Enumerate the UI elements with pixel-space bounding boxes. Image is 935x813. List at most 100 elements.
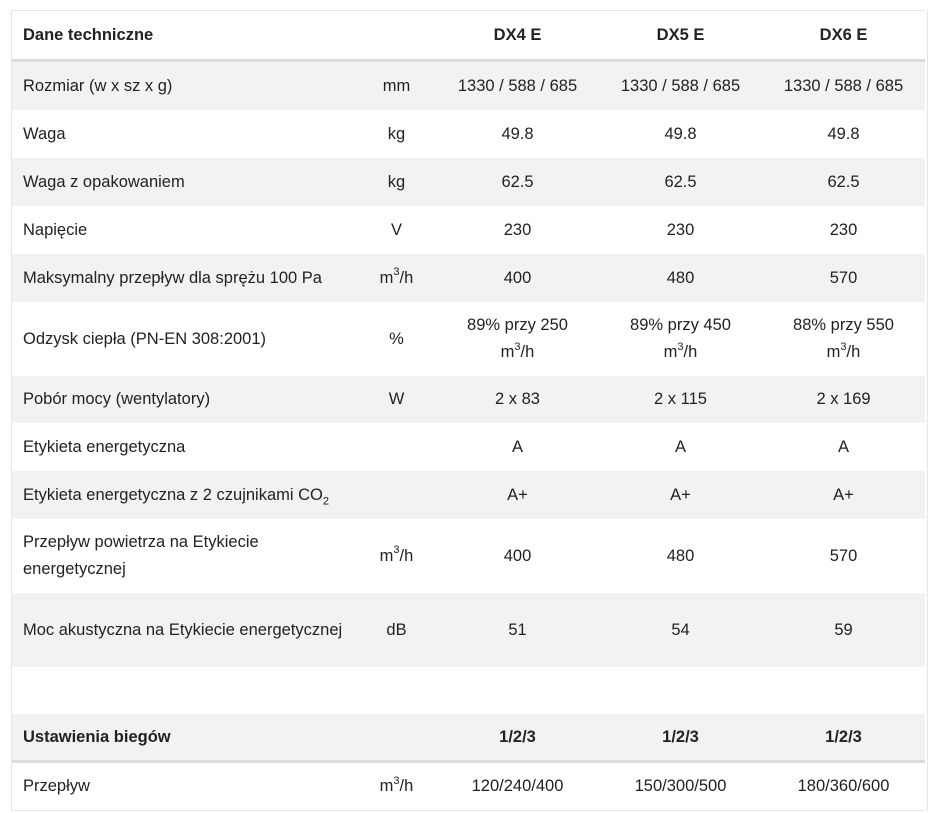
value-dx4e: 62.5 xyxy=(436,158,599,206)
table-header-row: Dane techniczne DX4 E DX5 E DX6 E xyxy=(12,10,925,62)
value-unit-rest: /h xyxy=(846,343,861,361)
model-header-dx4e: DX4 E xyxy=(436,10,599,62)
value-unit-superscript: 3 xyxy=(677,340,684,353)
table-row: Etykieta energetyczna A A A xyxy=(12,423,925,471)
table-row: Napięcie V 230 230 230 xyxy=(12,206,925,254)
unit-superscript: 3 xyxy=(393,774,400,787)
row-unit: kg xyxy=(387,124,406,143)
value-dx4e: 120/240/400 xyxy=(436,761,599,811)
row-label: Maksymalny przepływ dla sprężu 100 Pa xyxy=(12,254,357,302)
value-dx6e: 49.8 xyxy=(827,124,860,143)
value-unit-base: m xyxy=(663,343,678,361)
value-unit-superscript: 3 xyxy=(840,340,847,353)
row-unit: % xyxy=(389,329,404,348)
value-dx6e: 230 xyxy=(829,220,858,239)
row-label-subscript: 2 xyxy=(322,494,330,507)
value-dx4e: 89% przy 250 m3/h xyxy=(436,302,599,376)
row-unit: V xyxy=(390,220,402,239)
table-row: Przepływ powietrza na Etykiecie energety… xyxy=(12,519,925,593)
unit-superscript: 3 xyxy=(393,544,400,556)
value-dx6e: 570 xyxy=(829,546,858,565)
row-label: Waga z opakowaniem xyxy=(12,158,357,206)
value-dx6e: 1330 / 588 / 685 xyxy=(762,60,925,110)
model-header-dx5e: DX5 E xyxy=(599,10,762,62)
value-text: 88% przy 550 xyxy=(793,316,894,334)
row-label: Moc akustyczna na Etykiecie energetyczne… xyxy=(12,593,357,667)
value-dx5e: 230 xyxy=(666,220,695,239)
value-dx6e: 59 xyxy=(762,593,925,667)
row-label: Etykieta energetyczna xyxy=(23,437,186,456)
row-label: Przepływ xyxy=(12,761,357,811)
value-unit-superscript: 3 xyxy=(514,340,521,353)
unit-superscript: 3 xyxy=(393,266,400,278)
spacer-cell xyxy=(12,667,925,714)
speed-settings-title: Ustawienia biegów xyxy=(12,714,357,763)
table-row: Rozmiar (w x sz x g) mm 1330 / 588 / 685… xyxy=(12,60,925,110)
row-unit xyxy=(357,471,436,519)
value-dx4e: 51 xyxy=(436,593,599,667)
value-dx4e: 400 xyxy=(436,254,599,302)
table-row: Maksymalny przepływ dla sprężu 100 Pa m3… xyxy=(12,254,925,302)
value-dx5e: A+ xyxy=(599,471,762,519)
value-dx4e: A xyxy=(511,437,523,456)
row-label: Napięcie xyxy=(23,220,88,239)
row-label: Odzysk ciepła (PN-EN 308:2001) xyxy=(23,329,267,348)
unit-rest: /h xyxy=(399,268,414,287)
row-label: Etykieta energetyczna z 2 czujnikami CO2 xyxy=(12,471,357,519)
table-row: Waga kg 49.8 49.8 49.8 xyxy=(12,110,925,158)
spec-table-container: Dane techniczne DX4 E DX5 E DX6 E Rozmia… xyxy=(11,10,928,811)
technical-data-table: Dane techniczne DX4 E DX5 E DX6 E Rozmia… xyxy=(12,10,925,811)
unit-base: m xyxy=(379,268,394,287)
row-unit: m3/h xyxy=(357,254,436,302)
speed-value-dx5e: 1/2/3 xyxy=(599,714,762,763)
value-dx4e: 230 xyxy=(503,220,532,239)
unit-rest: /h xyxy=(399,777,414,795)
value-dx6e: 180/360/600 xyxy=(762,761,925,811)
row-unit: W xyxy=(357,376,436,423)
unit-header xyxy=(357,10,436,62)
unit-base: m xyxy=(379,777,394,795)
value-unit-rest: /h xyxy=(520,343,535,361)
table-row: Odzysk ciepła (PN-EN 308:2001) % 89% prz… xyxy=(12,302,925,376)
value-dx6e: 570 xyxy=(762,254,925,302)
value-text: 89% przy 450 xyxy=(630,316,731,334)
unit-base: m xyxy=(379,546,394,565)
speed-value-dx4e: 1/2/3 xyxy=(436,714,599,763)
value-unit-rest: /h xyxy=(683,343,698,361)
value-dx5e: 49.8 xyxy=(664,124,697,143)
value-unit-base: m xyxy=(500,343,515,361)
value-dx5e: 150/300/500 xyxy=(599,761,762,811)
row-unit: mm xyxy=(357,60,436,110)
row-label-text: Etykieta energetyczna z 2 czujnikami CO xyxy=(23,485,323,504)
row-label: Waga xyxy=(23,124,66,143)
row-label: Pobór mocy (wentylatory) xyxy=(12,376,357,423)
model-header-dx6e: DX6 E xyxy=(762,10,925,62)
value-dx5e: A xyxy=(674,437,686,456)
value-dx4e: 1330 / 588 / 685 xyxy=(436,60,599,110)
value-dx6e: 2 x 169 xyxy=(762,376,925,423)
value-dx6e: A xyxy=(837,437,849,456)
value-dx4e: 49.8 xyxy=(501,124,534,143)
speed-settings-header-row: Ustawienia biegów 1/2/3 1/2/3 1/2/3 xyxy=(12,714,925,763)
value-dx5e: 1330 / 588 / 685 xyxy=(599,60,762,110)
value-dx6e: 88% przy 550 m3/h xyxy=(762,302,925,376)
spacer-row xyxy=(12,667,925,714)
row-unit: dB xyxy=(357,593,436,667)
table-row: Przepływ m3/h 120/240/400 150/300/500 18… xyxy=(12,761,925,811)
row-unit xyxy=(357,423,436,471)
table-row: Etykieta energetyczna z 2 czujnikami CO2… xyxy=(12,471,925,519)
table-row: Pobór mocy (wentylatory) W 2 x 83 2 x 11… xyxy=(12,376,925,423)
row-unit: m3/h xyxy=(357,761,436,811)
table-row: Waga z opakowaniem kg 62.5 62.5 62.5 xyxy=(12,158,925,206)
unit-rest: /h xyxy=(399,546,414,565)
row-label: Rozmiar (w x sz x g) xyxy=(12,60,357,110)
value-dx4e: 400 xyxy=(503,546,532,565)
value-text: 89% przy 250 xyxy=(467,316,568,334)
value-dx5e: 89% przy 450 m3/h xyxy=(599,302,762,376)
value-dx5e: 480 xyxy=(666,546,695,565)
speed-unit-cell xyxy=(357,714,436,763)
value-dx5e: 54 xyxy=(599,593,762,667)
row-unit: m3/h xyxy=(357,519,436,593)
value-dx5e: 2 x 115 xyxy=(599,376,762,423)
value-dx4e: A+ xyxy=(436,471,599,519)
